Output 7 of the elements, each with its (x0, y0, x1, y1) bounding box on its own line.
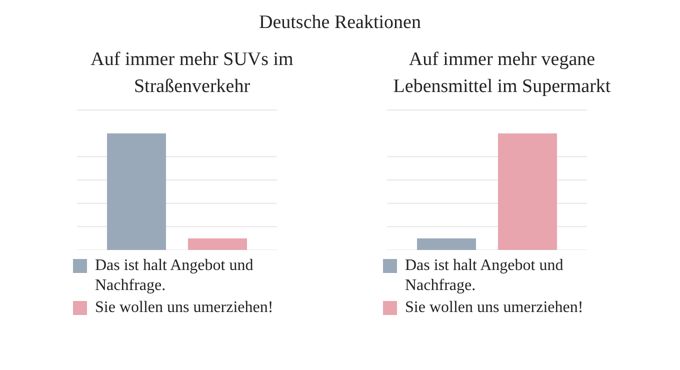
legend-label: Das ist halt Angebot und Nachfrage. (405, 256, 564, 296)
chart-subtitle: Auf immer mehr SUVs im Straßenverkehr (90, 48, 294, 99)
legend-label: Sie wollen uns umerziehen! (405, 298, 584, 318)
legend-label: Das ist halt Angebot und Nachfrage. (95, 256, 254, 296)
legend-label: Sie wollen uns umerziehen! (95, 298, 274, 318)
text: Deutsche Reaktionen (258, 11, 422, 35)
chart-subtitle: Auf immer mehr vegane Lebensmittel im Supermarkt (392, 48, 612, 99)
